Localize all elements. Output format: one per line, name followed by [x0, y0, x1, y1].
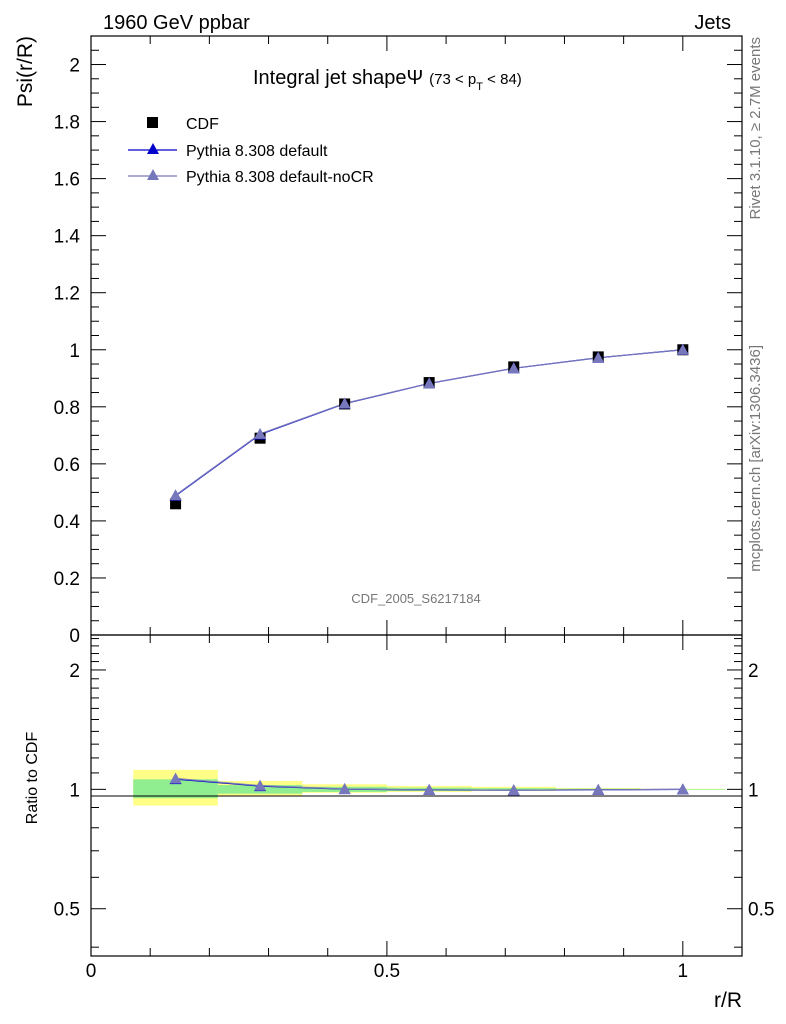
series-2-point [507, 362, 520, 374]
main-y-tick-label: 1.2 [54, 284, 80, 305]
cdf-data-point [170, 498, 182, 510]
legend-marker-cdf [147, 117, 158, 128]
series-2-point [254, 427, 267, 439]
series-2-point [169, 489, 182, 501]
main-y-ticks [91, 35, 742, 636]
ratio-series-1-point [338, 782, 351, 794]
header-right-title: Jets [694, 12, 731, 34]
series-2-point [338, 397, 351, 409]
x-tick-label: 1 [678, 961, 689, 982]
ratio-series-1-point [676, 783, 689, 795]
header-left-title: 1960 GeV ppbar [103, 12, 250, 34]
main-y-tick-label: 0.8 [54, 398, 80, 419]
x-tick-label: 0.5 [374, 961, 400, 982]
ratio-y-axis-label: Ratio to CDF [24, 732, 41, 825]
main-y-tick-label: 0.6 [54, 455, 80, 476]
rivet-version-label: Rivet 3.1.10, ≥ 2.7M events [747, 37, 764, 220]
main-y-tick-label: 2 [69, 56, 80, 77]
legend-marker-nocr [147, 169, 159, 180]
main-y-tick-label: 1 [69, 341, 80, 362]
main-y-tick-label: 1.8 [54, 113, 80, 134]
ratio-series-1-point [592, 783, 605, 795]
series-2-point [423, 377, 436, 389]
series-line-1 [175, 349, 683, 497]
ratio-x-tick-labels: 0 0.5 1 [86, 961, 688, 982]
ratio-y-tick-label-right: 2 [748, 661, 759, 682]
legend-label-cdf: CDF [186, 116, 219, 133]
mcplots-label: mcplots.cern.ch [arXiv:1306.3436] [747, 345, 764, 572]
main-y-tick-label: 0 [69, 626, 80, 647]
main-y-tick-label: 0.4 [54, 512, 81, 533]
legend-label-default: Pythia 8.308 default [186, 143, 328, 160]
ratio-series-1-point [423, 783, 436, 795]
legend-marker-default [147, 143, 159, 154]
main-panel: 0 0.2 0.4 0.6 0.8 1 1.2 1.4 1.6 1.8 2 Psi(r/R) Int… [14, 35, 743, 647]
legend-label-nocr: Pythia 8.308 default-noCR [186, 169, 374, 186]
series-2-point [592, 351, 605, 363]
ratio-y-tick-label-left: 2 [69, 661, 80, 682]
ratio-frame [90, 634, 743, 957]
x-axis-label: r/R [714, 989, 742, 1012]
main-y-tick-label: 1.6 [54, 170, 80, 191]
main-y-tick-label: 1.4 [54, 227, 81, 248]
ratio-y-tick-labels: 0.5 0.5 1 1 2 2 [54, 661, 775, 921]
legend: CDF Pythia 8.308 default Pythia 8.308 de… [128, 116, 374, 186]
chart-title: Integral jet shapeΨ (73 < pT < 84) [253, 67, 522, 93]
main-y-axis-label: Psi(r/R) [14, 36, 37, 107]
ratio-series-1-point [169, 772, 182, 784]
ratio-panel: 0.5 0.51 12 2 0 0.5 1 Ratio to CDF r/R [24, 634, 775, 1012]
ratio-y-ticks [91, 638, 742, 948]
ratio-y-tick-label-right: 0.5 [748, 900, 774, 921]
analysis-watermark: CDF_2005_S6217184 [351, 591, 480, 606]
main-y-tick-labels: 0 0.2 0.4 0.6 0.8 1 1.2 1.4 1.6 1.8 2 [54, 56, 81, 647]
ratio-y-tick-label-left: 0.5 [54, 900, 80, 921]
series-line-2 [175, 349, 683, 496]
main-y-tick-label: 0.2 [54, 569, 80, 590]
ratio-series-1-point [507, 784, 520, 796]
ratio-series-layer [169, 772, 689, 796]
stat-uncertainty-band [133, 779, 218, 799]
main-x-ticks [90, 36, 743, 635]
ratio-x-ticks [90, 635, 743, 956]
x-tick-label: 0 [86, 961, 97, 982]
ratio-series-1-point [254, 779, 267, 791]
series-2-point [676, 343, 689, 355]
main-series-layer [169, 343, 689, 510]
ratio-y-tick-label-left: 1 [69, 780, 80, 801]
ratio-y-tick-label-right: 1 [748, 780, 759, 801]
